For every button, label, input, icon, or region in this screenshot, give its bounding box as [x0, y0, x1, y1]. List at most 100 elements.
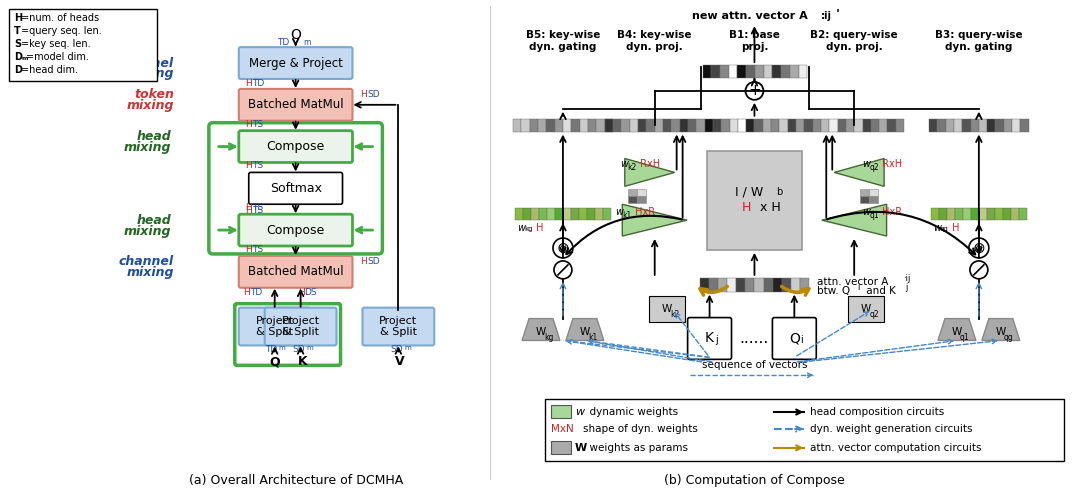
Text: T: T: [14, 26, 22, 36]
Text: Merge & Project: Merge & Project: [248, 56, 342, 70]
FancyBboxPatch shape: [248, 172, 342, 204]
Text: Softmax: Softmax: [270, 182, 322, 195]
Bar: [712, 65, 720, 78]
Text: attn. vector A: attn. vector A: [818, 277, 889, 287]
Bar: [931, 208, 939, 220]
Text: H: H: [245, 206, 252, 215]
Bar: [523, 208, 531, 220]
Bar: [888, 119, 895, 132]
Text: w: w: [575, 407, 584, 417]
Text: x H: x H: [756, 201, 781, 214]
Text: k2: k2: [670, 310, 679, 319]
Bar: [1021, 119, 1029, 132]
Text: dyn. weight generation circuits: dyn. weight generation circuits: [810, 424, 973, 434]
Text: SD: SD: [367, 257, 380, 267]
Polygon shape: [834, 159, 885, 187]
Text: ⊗: ⊗: [556, 241, 569, 255]
Bar: [755, 119, 762, 132]
Text: H: H: [361, 90, 367, 99]
Bar: [531, 208, 539, 220]
Bar: [627, 190, 637, 196]
Bar: [672, 119, 679, 132]
Bar: [954, 119, 962, 132]
Bar: [772, 65, 781, 78]
Bar: [718, 278, 727, 292]
Text: head: head: [136, 214, 171, 227]
Bar: [805, 119, 812, 132]
Bar: [745, 278, 755, 292]
Bar: [764, 278, 772, 292]
Bar: [729, 119, 738, 132]
Circle shape: [553, 238, 572, 258]
Circle shape: [969, 238, 989, 258]
Bar: [603, 208, 611, 220]
Circle shape: [970, 261, 988, 279]
Text: mixing: mixing: [123, 224, 171, 238]
Text: ⊗: ⊗: [972, 241, 985, 255]
Bar: [746, 119, 755, 132]
Text: H: H: [14, 13, 23, 23]
Bar: [755, 65, 764, 78]
Bar: [1011, 208, 1018, 220]
Bar: [649, 296, 685, 322]
Text: TS: TS: [252, 203, 262, 212]
Polygon shape: [937, 319, 976, 340]
Bar: [551, 405, 571, 418]
Text: Dₘ: Dₘ: [14, 52, 29, 62]
Text: Batched MatMul: Batched MatMul: [247, 98, 343, 111]
Bar: [755, 278, 764, 292]
Text: W: W: [536, 327, 546, 336]
Bar: [605, 119, 612, 132]
FancyBboxPatch shape: [265, 308, 337, 346]
Text: SD: SD: [390, 346, 403, 355]
Bar: [580, 119, 588, 132]
Circle shape: [745, 82, 764, 100]
Bar: [529, 119, 538, 132]
Bar: [800, 278, 809, 292]
Bar: [688, 119, 697, 132]
Text: W: W: [662, 303, 672, 314]
Bar: [571, 119, 580, 132]
Bar: [772, 278, 782, 292]
Text: K: K: [705, 331, 714, 346]
Text: w: w: [517, 223, 525, 233]
Text: =query seq. len.: =query seq. len.: [22, 26, 103, 36]
Bar: [929, 119, 937, 132]
Text: dynamic weights: dynamic weights: [583, 407, 678, 417]
Bar: [621, 119, 630, 132]
Text: I / W: I / W: [735, 186, 764, 199]
FancyBboxPatch shape: [239, 47, 352, 79]
Text: mixing: mixing: [126, 99, 174, 112]
Text: w: w: [615, 207, 623, 217]
Bar: [708, 278, 718, 292]
Bar: [962, 119, 971, 132]
Text: H: H: [742, 201, 752, 214]
Bar: [551, 441, 571, 454]
FancyBboxPatch shape: [239, 256, 352, 288]
Text: H: H: [298, 288, 305, 297]
Text: mixing: mixing: [126, 266, 174, 279]
Text: m: m: [279, 346, 285, 352]
Text: H: H: [245, 162, 252, 170]
Text: S: S: [14, 39, 22, 49]
FancyBboxPatch shape: [239, 89, 352, 121]
Text: H: H: [245, 120, 252, 129]
Bar: [579, 208, 586, 220]
Polygon shape: [822, 204, 887, 236]
Text: B3: query-wise
dyn. gating: B3: query-wise dyn. gating: [935, 30, 1023, 52]
Bar: [1018, 208, 1027, 220]
Bar: [829, 119, 838, 132]
Bar: [863, 119, 870, 132]
Text: m: m: [404, 346, 411, 352]
Text: k2: k2: [626, 163, 636, 172]
Text: TD: TD: [265, 346, 276, 355]
Text: sequence of vectors: sequence of vectors: [702, 360, 807, 370]
Text: TS: TS: [252, 162, 262, 170]
Text: O: O: [291, 28, 301, 42]
Text: H: H: [243, 288, 249, 297]
Text: K: K: [298, 355, 307, 368]
Text: W: W: [996, 327, 1005, 336]
Text: B4: key-wise
dyn. proj.: B4: key-wise dyn. proj.: [618, 30, 692, 52]
Bar: [630, 119, 638, 132]
Bar: [764, 65, 772, 78]
